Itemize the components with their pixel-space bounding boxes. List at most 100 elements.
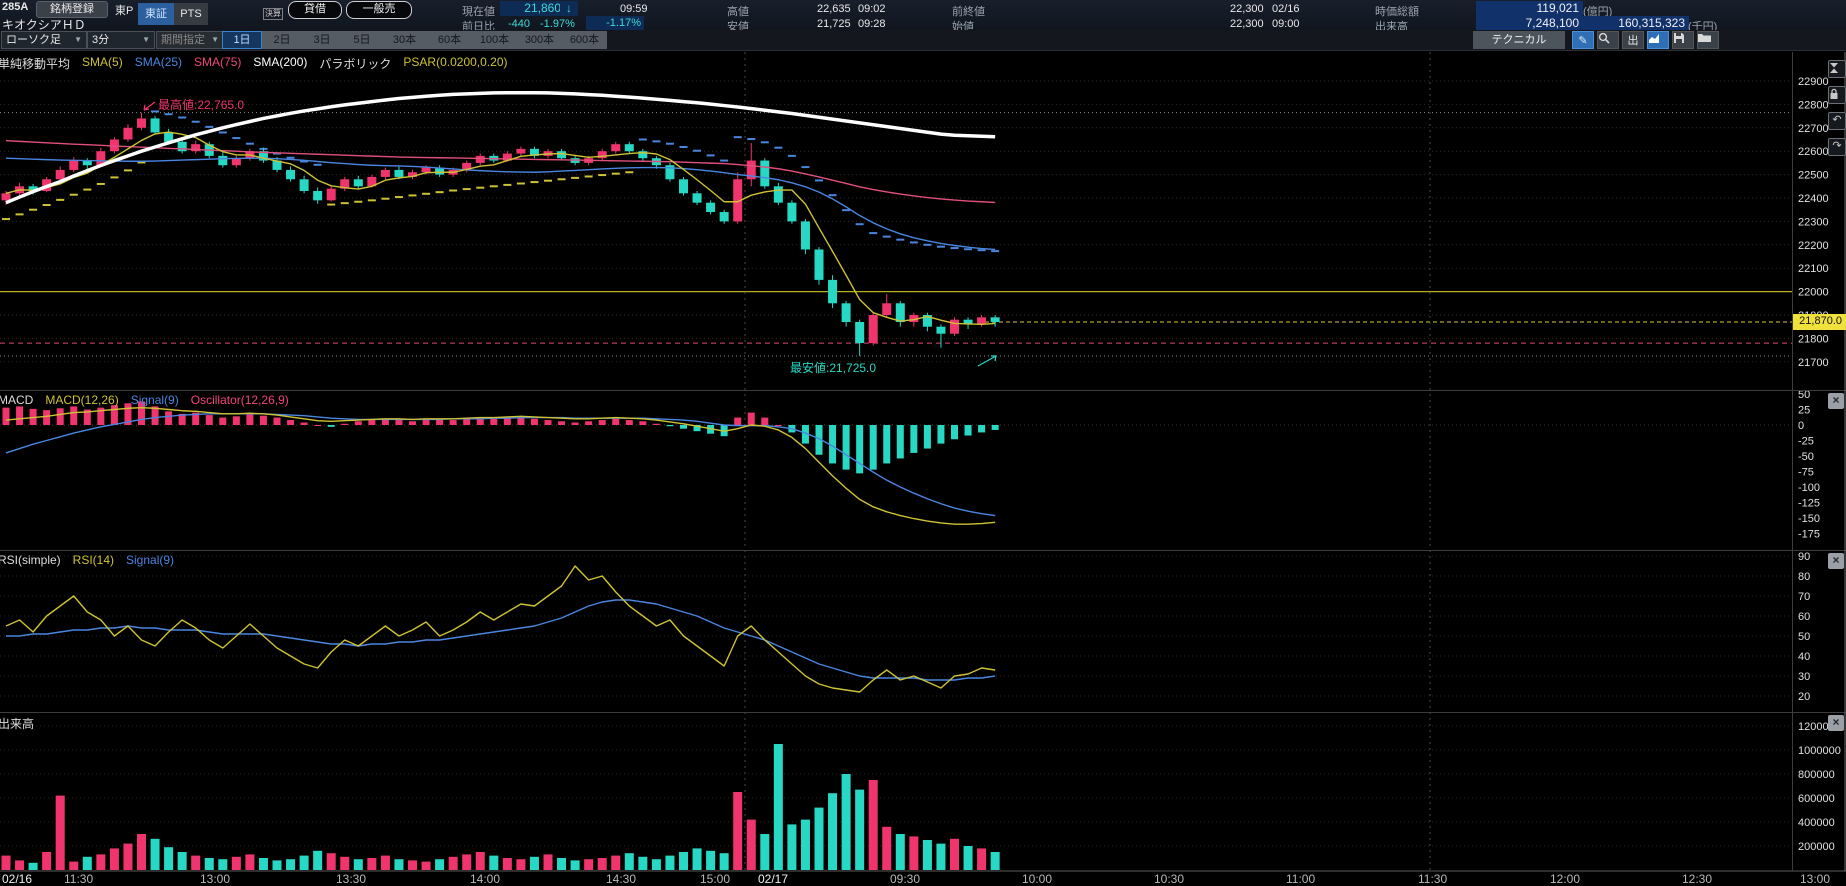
legend-item: MACD [0,393,34,407]
range-button-5日[interactable]: 5日 [353,34,371,46]
main-legend: 単純移動平均 SMA(5) SMA(25) SMA(75) SMA(200) パラボリック… [0,55,507,72]
legend-item: SMA(200) [253,55,308,69]
time-tick: 13:30 [336,872,367,886]
svg-text:400000: 400000 [1798,817,1835,829]
low-value: 21,725 [817,18,851,30]
svg-text:40: 40 [1798,651,1810,663]
range-button-3日[interactable]: 3日 [313,34,331,46]
svg-text:50: 50 [1798,389,1810,401]
range-button-2日[interactable]: 2日 [273,34,291,46]
zoom-search-icon[interactable] [1597,31,1619,49]
prev-close-date: 02/16 [1272,3,1300,15]
time-tick: 14:30 [606,872,637,886]
svg-text:-25: -25 [1798,436,1814,448]
range-button-30本[interactable]: 30本 [392,34,417,46]
redo-icon[interactable]: ↷ [1828,138,1846,156]
time-tick: 12:30 [1682,872,1713,886]
market-segment-label: 東P [115,5,134,17]
open-time: 09:00 [1272,18,1300,30]
market-tabs: 東証 PTS [138,3,208,25]
chevron-down-icon: ▼ [211,35,219,44]
time-tick: 14:00 [470,872,501,886]
svg-text:-75: -75 [1798,467,1814,479]
time-tick: 13:00 [200,872,231,886]
range-button-300本[interactable]: 300本 [524,34,555,46]
svg-text:-50: -50 [1798,451,1814,463]
draw-pencil-icon[interactable]: ✎ [1572,31,1594,49]
mini-chart-icon[interactable] [1647,31,1669,49]
tab-pts[interactable]: PTS [174,3,208,25]
close-rsi-panel-button[interactable]: × [1828,553,1844,569]
svg-text:90: 90 [1798,551,1810,563]
range-strip: 1日 2日 3日 5日 30本 60本 100本 300本 600本 [222,31,607,49]
svg-text:200000: 200000 [1798,841,1835,853]
range-button-60本[interactable]: 60本 [437,34,462,46]
undo-icon[interactable]: ↶ [1828,112,1846,130]
svg-text:22700: 22700 [1798,123,1829,135]
change-value: -440 [508,18,531,30]
interval-value: 3分 [92,34,110,46]
svg-text:22600: 22600 [1798,146,1829,158]
ippanuri-button[interactable]: 一般売 [346,1,412,19]
chevron-down-icon: ▼ [142,35,150,44]
period-select[interactable]: 期間指定 ▼ [156,31,224,49]
technical-button[interactable]: テクニカル [1473,31,1565,49]
open-value: 22,300 [1230,18,1264,30]
svg-text:22500: 22500 [1798,170,1829,182]
range-button-100本[interactable]: 100本 [479,34,510,46]
register-symbol-button[interactable]: 銘柄登録 [36,1,108,18]
svg-text:1000000: 1000000 [1798,745,1841,757]
svg-text:70: 70 [1798,591,1810,603]
close-volume-panel-button[interactable]: × [1828,715,1844,731]
svg-text:22900: 22900 [1798,76,1829,88]
legend-item: RSI(simple) [0,553,61,567]
rsi-legend: RSI(simple) RSI(14) Signal(9) [0,553,174,567]
folder-icon[interactable] [1697,31,1719,49]
save-icon[interactable] [1672,31,1694,49]
time-tick: 12:00 [1550,872,1581,886]
svg-text:22000: 22000 [1798,287,1829,299]
legend-item: Signal(9) [130,393,179,407]
svg-text:22200: 22200 [1798,240,1829,252]
range-button-1日[interactable]: 1日 [222,31,262,49]
chart-type-select[interactable]: ローソク足 ▼ [1,31,87,49]
legend-item: Signal(9) [126,553,175,567]
svg-text:22800: 22800 [1798,99,1829,111]
legend-item: RSI(14) [72,553,115,567]
chart-type-value: ローソク足 [6,34,61,46]
range-button-600本[interactable]: 600本 [569,34,600,46]
legend-item: SMA(5) [82,55,123,69]
time-tick: 09:30 [890,872,921,886]
change-percent-vwap: -1.17% [586,16,644,31]
time-tick: 13:00 [1800,872,1831,886]
high-time: 09:02 [858,3,886,15]
session-low-annotation: 最安値:21,725.0 [790,361,877,375]
time-tick: 10:00 [1022,872,1053,886]
taishaku-button[interactable]: 貸借 [288,1,342,19]
svg-text:60: 60 [1798,611,1810,623]
market-cap-unit: (億円) [1583,6,1613,18]
legend-item: PSAR(0.0200,0.20) [403,55,508,69]
period-value: 期間指定 [161,34,205,46]
svg-text:-100: -100 [1798,482,1820,494]
lock-icon[interactable] [1828,86,1846,104]
interval-select[interactable]: 3分 ▼ [87,31,155,49]
order-shutsu-icon[interactable]: 出 [1622,31,1644,49]
legend-item: 単純移動平均 [0,57,71,71]
svg-text:50: 50 [1798,631,1810,643]
current-price-time: 09:59 [620,3,648,15]
high-value: 22,635 [817,3,851,15]
svg-text:0: 0 [1798,420,1804,432]
legend-item: SMA(75) [194,55,242,69]
svg-text:-150: -150 [1798,513,1820,525]
time-axis: 02/16 11:30 13:00 13:30 14:00 14:30 15:00 02/17… [0,872,1846,886]
svg-text:21700: 21700 [1798,357,1829,369]
legend-item: MACD(12,26) [45,393,119,407]
tab-tse[interactable]: 東証 [138,3,174,25]
close-macd-panel-button[interactable]: × [1828,393,1844,409]
svg-text:22100: 22100 [1798,263,1829,275]
session-high-annotation: 最高値:22,765.0 [158,98,245,112]
fit-scale-icon[interactable] [1828,60,1846,78]
svg-text:600000: 600000 [1798,793,1835,805]
